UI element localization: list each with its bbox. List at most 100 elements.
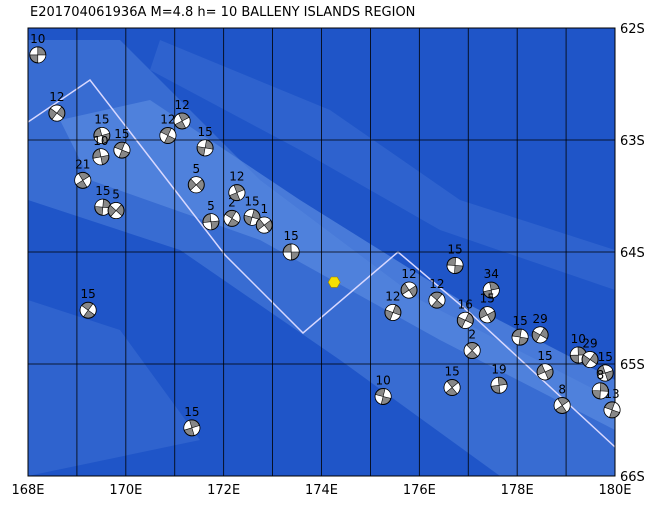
x-tick-label: 172E <box>207 483 240 498</box>
depth-label: 12 <box>160 113 175 127</box>
beachball-dilatation <box>202 213 220 231</box>
focal-mechanism <box>159 127 177 145</box>
beachball-dilatation <box>79 303 97 318</box>
beachball-dilatation <box>603 402 621 418</box>
x-tick-label: 176E <box>403 483 436 498</box>
beachball-dilatation <box>159 127 177 144</box>
beachball-dilatation <box>228 184 246 201</box>
depth-label: 12 <box>401 267 416 281</box>
beachball-dilatation <box>553 398 571 413</box>
epicenter <box>327 276 341 288</box>
depth-label: 15 <box>184 405 199 419</box>
focal-mechanism <box>173 112 191 130</box>
y-tick-label: 66S <box>620 470 645 485</box>
depth-label: 15 <box>244 194 259 208</box>
focal-mechanism <box>446 256 464 274</box>
focal-mechanism <box>553 396 571 414</box>
beachball-dilatation <box>463 344 481 357</box>
beachball-dilatation <box>532 326 548 344</box>
y-tick-label: 63S <box>620 134 645 149</box>
depth-label: 15 <box>94 113 109 127</box>
depth-label: 15 <box>81 287 96 301</box>
beachball-dilatation <box>597 364 614 382</box>
beachball-dilatation <box>385 304 401 321</box>
depth-label: 15 <box>197 125 212 139</box>
depth-label: 15 <box>284 229 299 243</box>
focal-mechanism <box>490 376 508 394</box>
depth-label: 8 <box>558 382 566 396</box>
focal-mechanism <box>428 291 446 309</box>
beachball-dilatation <box>583 351 598 368</box>
focal-mechanism <box>29 46 47 64</box>
depth-label: 12 <box>229 170 244 184</box>
depth-label: 15 <box>444 365 459 379</box>
beachball-dilatation <box>443 380 461 395</box>
depth-label: 10 <box>30 32 45 46</box>
beachball-dilatation <box>479 306 495 324</box>
focal-mechanism <box>443 379 461 397</box>
beachball-dilatation <box>113 142 131 158</box>
focal-mechanism <box>243 208 261 226</box>
depth-label: 15 <box>512 314 527 328</box>
x-tick-label: 170E <box>109 483 142 498</box>
depth-label: 12 <box>174 98 189 112</box>
focal-mechanism <box>93 127 111 145</box>
depth-label: 8 <box>597 368 605 382</box>
beachball-dilatation <box>109 202 123 219</box>
beachball-dilatation <box>29 46 47 64</box>
depth-label: 1 <box>260 202 268 216</box>
depth-label: 10 <box>571 332 586 346</box>
depth-label: 34 <box>484 267 499 281</box>
focal-mechanism <box>94 198 112 216</box>
beachball-dilatation <box>446 257 464 274</box>
frame <box>27 27 616 477</box>
depth-label: 16 <box>458 297 473 311</box>
y-tick-label: 62S <box>620 22 645 37</box>
beachball-dilatation <box>92 148 110 166</box>
depth-label: 29 <box>533 312 548 326</box>
focal-mechanism <box>74 171 92 189</box>
focal-mechanism <box>48 104 66 122</box>
depth-label: 10 <box>375 373 390 387</box>
depth-label: 2 <box>228 195 236 209</box>
title: E201704061936A M=4.8 h= 10 BALLENY ISLAN… <box>30 5 415 20</box>
focal-mechanism <box>228 184 246 202</box>
focal-mechanism <box>255 216 273 234</box>
focal-mechanism <box>536 363 554 381</box>
y-tick-label: 65S <box>620 358 645 373</box>
depth-label: 15 <box>480 292 495 306</box>
beachball-dilatation <box>537 363 553 381</box>
beachball-dilatation <box>183 419 201 436</box>
depth-label: 29 <box>582 337 597 351</box>
depth-label: 15 <box>537 349 552 363</box>
focal-mechanism <box>531 326 549 344</box>
depth-label: 5 <box>207 199 215 213</box>
y-tick-label: 64S <box>620 246 645 261</box>
focal-mechanism <box>400 281 418 299</box>
x-tick-label: 168E <box>11 483 44 498</box>
beachball-dilatation <box>93 127 110 144</box>
focal-mechanism <box>113 141 131 159</box>
depth-label: 12 <box>49 90 64 104</box>
depth-label: 2 <box>468 328 476 342</box>
beachball-dilatation <box>196 139 214 157</box>
beachball-dilatation <box>490 376 508 394</box>
x-tick-label: 174E <box>305 483 338 498</box>
depth-label: 12 <box>429 277 444 291</box>
focal-mechanism <box>581 351 599 369</box>
focal-mechanism <box>478 306 496 324</box>
focal-mechanism <box>107 202 125 220</box>
focal-mechanism <box>92 148 110 166</box>
focal-mechanism <box>384 303 402 321</box>
depth-label: 15 <box>598 350 613 364</box>
beachball-dilatation <box>74 173 92 188</box>
beachball-dilatation <box>282 243 300 261</box>
beachball-dilatation <box>428 293 446 307</box>
beachball-dilatation <box>189 176 203 194</box>
focal-mechanism <box>482 281 500 299</box>
depth-label: 12 <box>385 289 400 303</box>
depth-label: 21 <box>75 157 90 171</box>
beachball-dilatation <box>457 312 473 329</box>
focal-mechanism <box>591 382 609 400</box>
